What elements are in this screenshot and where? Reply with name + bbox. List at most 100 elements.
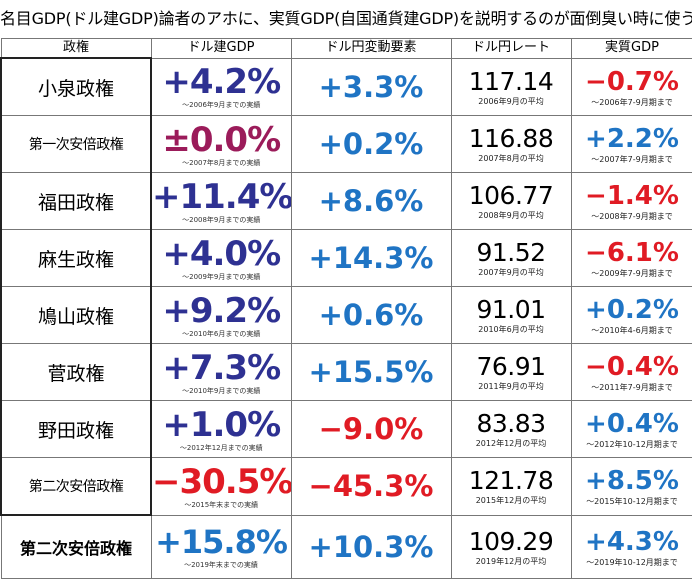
dollar-gdp-note: ～2015年末までの実績: [152, 501, 291, 510]
dollar-gdp-cell: +7.3%～2010年9月までの実績: [151, 344, 291, 401]
dollar-gdp-note: ～2006年9月までの実績: [152, 101, 291, 110]
page-title: 名目GDP(ドル建GDP)論者のアホに、実質GDP(自国通貨建GDP)を説明する…: [0, 0, 692, 38]
fx-rate-value: 91.52: [452, 238, 571, 268]
fx-rate-value: 106.77: [452, 181, 571, 211]
fx-factor-value: −9.0%: [319, 412, 424, 446]
dollar-gdp-value: ±0.0%: [152, 121, 291, 159]
dollar-gdp-note: ～2019年末までの実績: [152, 561, 291, 570]
real-gdp-note: ～2011年7-9月期まで: [572, 383, 692, 393]
comparison-table: 政権 ドル建GDP ドル円変動要素 ドル円レート 実質GDP 小泉政権 +4.2…: [0, 38, 692, 579]
fx-rate-note: 2019年12月の平均: [452, 557, 571, 567]
dollar-gdp-cell: +9.2%～2010年6月までの実績: [151, 287, 291, 344]
dollar-gdp-value: +9.2%: [152, 292, 291, 330]
fx-rate-note: 2011年9月の平均: [452, 382, 571, 392]
admin-name: 第二次安倍政権: [1, 515, 151, 579]
dollar-gdp-value: +4.2%: [152, 63, 291, 101]
fx-factor-value: +0.2%: [319, 127, 424, 161]
fx-factor-value: +15.5%: [309, 355, 434, 389]
real-gdp-value: +2.2%: [572, 123, 692, 155]
admin-name: 野田政権: [1, 401, 151, 458]
real-gdp-cell: −1.4%～2008年7-9月期まで: [571, 173, 692, 230]
real-gdp-cell: −6.1%～2009年7-9月期まで: [571, 230, 692, 287]
fx-rate-value: 116.88: [452, 124, 571, 154]
fx-factor-value: +10.3%: [309, 530, 434, 564]
real-gdp-note: ～2008年7-9月期まで: [572, 212, 692, 222]
fx-factor-cell: +3.3%: [291, 58, 451, 116]
real-gdp-cell: +0.2%～2010年4-6月期まで: [571, 287, 692, 344]
dollar-gdp-note: ～2010年6月までの実績: [152, 330, 291, 339]
admin-name: 第一次安倍政権: [1, 116, 151, 173]
real-gdp-cell: −0.7%～2006年7-9月期まで: [571, 58, 692, 116]
table-row: 第二次安倍政権 +15.8%～2019年末までの実績 +10.3% 109.29…: [1, 515, 692, 579]
dollar-gdp-cell: +4.2%～2006年9月までの実績: [151, 58, 291, 116]
dollar-gdp-cell: +4.0%～2009年9月までの実績: [151, 230, 291, 287]
fx-factor-value: +8.6%: [319, 184, 424, 218]
dollar-gdp-cell: +1.0%～2012年12月までの実績: [151, 401, 291, 458]
fx-rate-note: 2007年9月の平均: [452, 268, 571, 278]
real-gdp-note: ～2009年7-9月期まで: [572, 269, 692, 279]
real-gdp-value: +0.2%: [572, 294, 692, 326]
dollar-gdp-value: +11.4%: [152, 178, 291, 216]
dollar-gdp-note: ～2007年8月までの実績: [152, 159, 291, 168]
fx-factor-value: +3.3%: [319, 70, 424, 104]
admin-name: 小泉政権: [1, 58, 151, 116]
real-gdp-value: −6.1%: [572, 237, 692, 269]
real-gdp-value: −0.7%: [572, 66, 692, 98]
real-gdp-note: ～2010年4-6月期まで: [572, 326, 692, 336]
header-row: 政権 ドル建GDP ドル円変動要素 ドル円レート 実質GDP: [1, 39, 692, 59]
fx-factor-value: −45.3%: [309, 469, 434, 503]
dollar-gdp-value: +15.8%: [152, 523, 291, 561]
fx-factor-value: +0.6%: [319, 298, 424, 332]
dollar-gdp-note: ～2012年12月までの実績: [152, 444, 291, 453]
real-gdp-value: +8.5%: [572, 465, 692, 497]
real-gdp-note: ～2012年10-12月期まで: [572, 440, 692, 450]
real-gdp-note: ～2006年7-9月期まで: [572, 98, 692, 108]
fx-factor-cell: +0.2%: [291, 116, 451, 173]
admin-name: 福田政権: [1, 173, 151, 230]
real-gdp-value: −0.4%: [572, 351, 692, 383]
real-gdp-cell: +2.2%～2007年7-9月期まで: [571, 116, 692, 173]
real-gdp-cell: +0.4%～2012年10-12月期まで: [571, 401, 692, 458]
admin-name: 麻生政権: [1, 230, 151, 287]
fx-rate-value: 91.01: [452, 295, 571, 325]
fx-factor-cell: +10.3%: [291, 515, 451, 579]
admin-name: 鳩山政権: [1, 287, 151, 344]
fx-rate-note: 2015年12月の平均: [452, 496, 571, 506]
dollar-gdp-value: +1.0%: [152, 406, 291, 444]
real-gdp-value: +0.4%: [572, 408, 692, 440]
fx-rate-note: 2010年6月の平均: [452, 325, 571, 335]
dollar-gdp-note: ～2010年9月までの実績: [152, 387, 291, 396]
real-gdp-cell: +8.5%～2015年10-12月期まで: [571, 458, 692, 516]
real-gdp-cell: −0.4%～2011年7-9月期まで: [571, 344, 692, 401]
dollar-gdp-cell: −30.5%～2015年末までの実績: [151, 458, 291, 516]
real-gdp-note: ～2015年10-12月期まで: [572, 497, 692, 507]
admin-name: 菅政権: [1, 344, 151, 401]
fx-rate-note: 2008年9月の平均: [452, 211, 571, 221]
dollar-gdp-note: ～2008年9月までの実績: [152, 216, 291, 225]
header-real-gdp: 実質GDP: [571, 39, 692, 59]
fx-rate-value: 76.91: [452, 352, 571, 382]
fx-rate-note: 2006年9月の平均: [452, 97, 571, 107]
fx-rate-note: 2012年12月の平均: [452, 439, 571, 449]
fx-factor-cell: +8.6%: [291, 173, 451, 230]
dollar-gdp-cell: ±0.0%～2007年8月までの実績: [151, 116, 291, 173]
real-gdp-value: +4.3%: [572, 526, 692, 558]
dollar-gdp-value: −30.5%: [152, 463, 291, 501]
header-fx-rate: ドル円レート: [451, 39, 571, 59]
real-gdp-note: ～2019年10-12月期まで: [572, 558, 692, 568]
